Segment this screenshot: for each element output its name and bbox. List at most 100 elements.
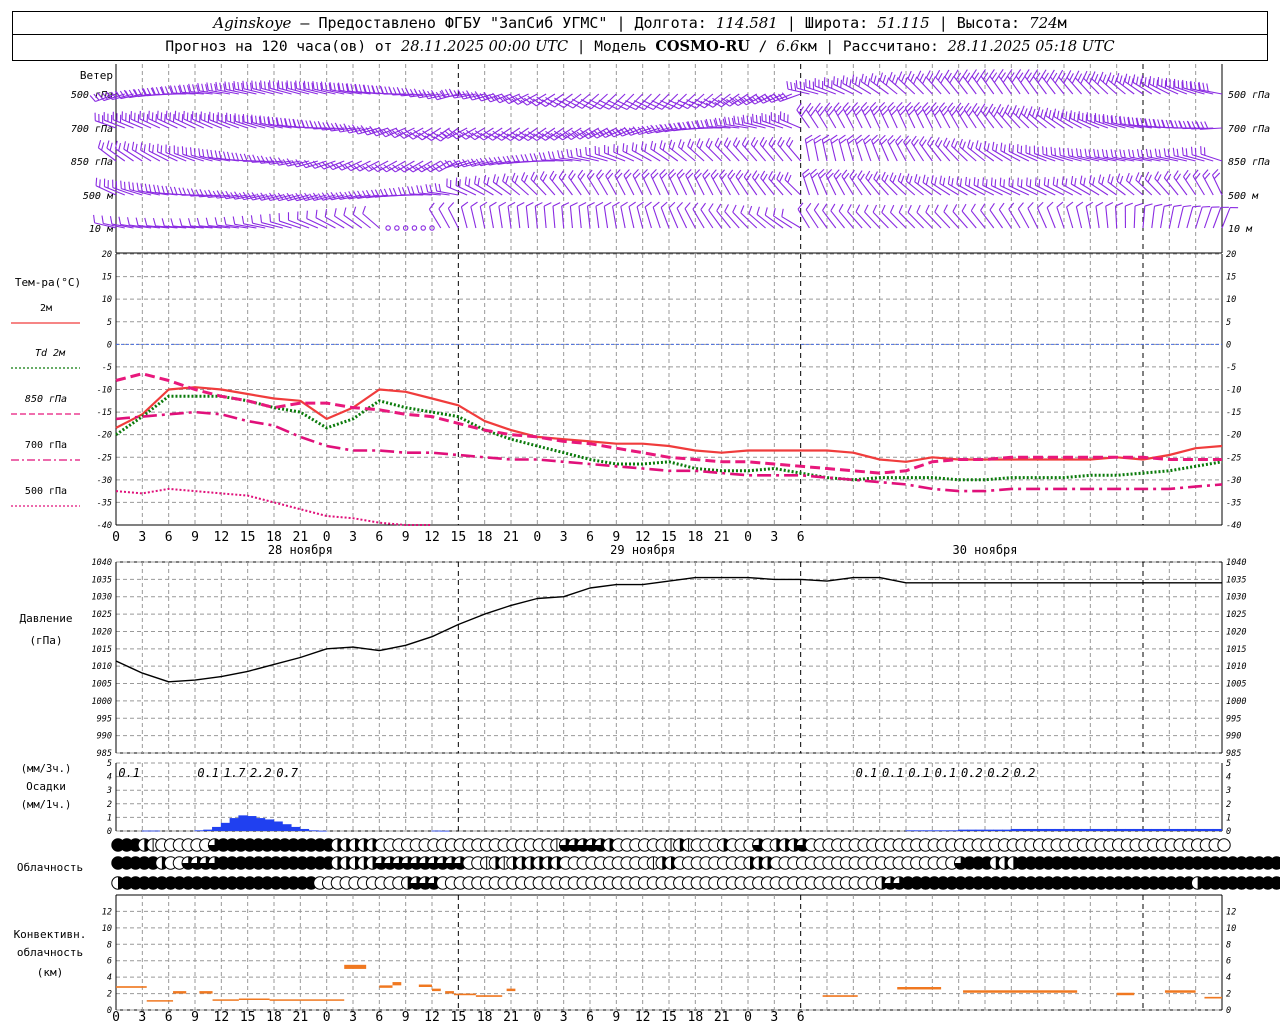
wind-barb-flag — [356, 163, 364, 170]
wind-barb-flag — [970, 142, 974, 150]
wind-barb-flag — [128, 181, 131, 190]
wind-barb-flag — [903, 76, 909, 85]
precip-bar — [1195, 828, 1205, 831]
wind-barb-flag — [516, 201, 525, 207]
conv-ylabel2: облачность — [17, 946, 83, 959]
precip-bar — [273, 821, 283, 831]
cloud-full-icon — [1269, 876, 1280, 890]
wind-barb-flag — [514, 175, 519, 184]
wind-barb-flag — [363, 84, 367, 93]
wind-barb-flag — [751, 96, 759, 103]
wind-barb-flag — [502, 156, 508, 164]
wind-barb-flag — [215, 81, 218, 90]
wind-barb-flag — [518, 131, 527, 137]
wind-barb — [465, 184, 485, 196]
wind-barb-flag — [453, 131, 461, 138]
wind-barb-flag — [281, 81, 284, 90]
wind-barb-flag — [483, 130, 491, 137]
wind-barb-flag — [357, 190, 362, 199]
conv-cloud-bar — [418, 984, 432, 987]
wind-barb-flag — [292, 119, 297, 128]
wind-barb-flag — [1054, 147, 1057, 156]
wind-barb-flag — [968, 178, 971, 187]
wind-barb-flag — [409, 131, 417, 138]
wind-barb-flag — [906, 105, 913, 113]
wind-barb-flag — [935, 69, 941, 78]
wind-label: Ветер — [80, 69, 113, 82]
wind-barb-flag — [991, 72, 998, 80]
wind-barb-flag — [1099, 71, 1104, 80]
pres-ytick-left: 1015 — [92, 645, 112, 655]
wind-barb-flag — [558, 170, 564, 178]
wind-barb-flag — [139, 110, 141, 119]
wind-barb-flag — [160, 86, 165, 95]
wind-barb-flag — [1192, 205, 1201, 208]
wind-barb-flag — [577, 101, 586, 107]
wind-barb-flag — [300, 193, 306, 201]
wind-barb-flag — [680, 104, 688, 110]
temp-ytick-left: 20 — [102, 250, 112, 260]
wind-barb-flag — [362, 205, 366, 214]
wind-barb-flag — [410, 186, 415, 195]
wind-barb-flag — [345, 83, 349, 92]
wind-barb-flag — [668, 123, 674, 131]
wind-barb-flag — [169, 85, 174, 94]
wind-barb-flag — [710, 169, 717, 177]
wind-barb-flag — [779, 139, 785, 148]
wind-barb — [773, 215, 793, 229]
wind-barb-flag — [1144, 118, 1148, 127]
conv-cloud-bar — [173, 991, 187, 994]
wind-barb-flag — [397, 187, 402, 195]
wind-barb-flag — [635, 144, 638, 153]
temp-xtick: 0 — [533, 530, 541, 545]
wind-barb-flag — [225, 190, 231, 199]
temp-ytick-left: 0 — [107, 340, 112, 350]
wind-barb-flag — [370, 129, 377, 137]
wind-barb-flag — [690, 141, 695, 150]
wind-barb-flag — [1194, 81, 1197, 90]
wind-barb-flag — [897, 172, 902, 181]
wind-barb-flag — [1161, 119, 1166, 128]
wind-barb-flag — [106, 140, 110, 149]
wind-barb-flag — [501, 130, 509, 137]
wind-barb-flag — [607, 130, 615, 138]
wind-barb — [1105, 206, 1109, 229]
wind-barb-flag — [934, 204, 939, 213]
wind-barb-flag — [320, 81, 324, 90]
precip-3h-label: 0.1 — [118, 766, 140, 780]
wind-barb-flag — [192, 84, 196, 93]
wind-barb-flag — [401, 187, 406, 196]
wind-barb-flag — [607, 172, 614, 180]
wind-barb-flag — [449, 160, 456, 168]
wind-barb-flag — [379, 188, 385, 197]
wind-barb-flag — [900, 175, 905, 184]
conv-ytick-left: 0 — [107, 1006, 112, 1016]
precip-bar — [220, 822, 231, 831]
wind-barb-flag — [151, 112, 154, 121]
wind-barb-flag — [277, 192, 284, 200]
wind-barb-flag — [298, 81, 301, 90]
wind-barb — [324, 216, 345, 229]
wind-barb-flag — [1153, 119, 1157, 128]
wind-barb-flag — [1070, 176, 1074, 185]
wind-barb-flag — [401, 88, 406, 96]
conv-xtick: 0 — [744, 1010, 752, 1024]
wind-barb-flag — [759, 136, 765, 145]
wind-barb-flag — [890, 109, 898, 116]
wind-barb-flag — [705, 102, 714, 108]
wind-barb — [865, 177, 881, 196]
wind-barb-flag — [232, 216, 236, 225]
wind-barb-flag — [354, 84, 358, 93]
precip-bar — [247, 816, 257, 831]
wind-barb-flag — [708, 203, 714, 211]
precip-bar — [1116, 828, 1126, 831]
wind-barb-flag — [551, 151, 556, 160]
wind-barb-flag — [1041, 69, 1047, 77]
wind-barb — [667, 174, 679, 196]
wind-barb-flag — [663, 105, 671, 110]
wind-barb-flag — [494, 135, 502, 141]
wind-barb-flag — [580, 98, 589, 104]
precip-bar — [1063, 828, 1073, 831]
wind-barb-flag — [998, 69, 1004, 77]
wind-barb — [898, 78, 916, 95]
